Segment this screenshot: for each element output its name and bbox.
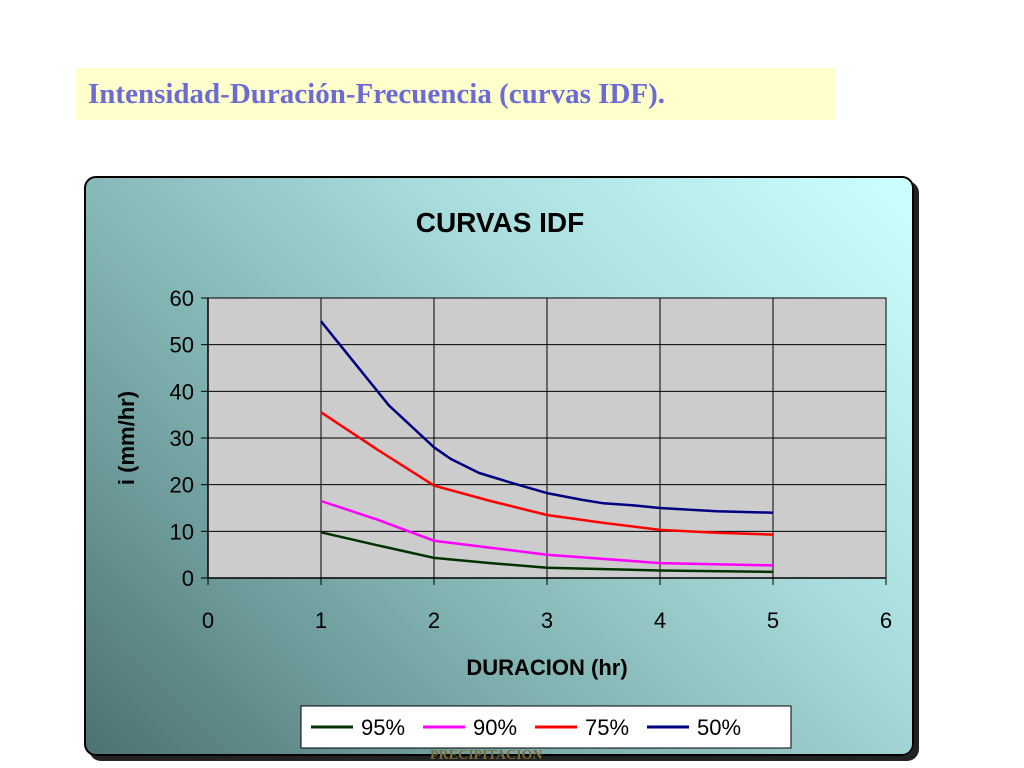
slide-title: Intensidad-Duración-Frecuencia (curvas I… (76, 68, 836, 120)
y-tick-label: 0 (182, 566, 194, 591)
series-lines (320, 320, 774, 574)
y-axis-label: i (mm/hr) (114, 391, 139, 485)
legend: 95% 90% 75% 50% (300, 705, 792, 749)
series-line-95pct (320, 531, 774, 574)
axes: 0 10 20 30 40 50 60 0 1 2 3 4 5 6 (170, 286, 893, 633)
legend-entry: 95% (361, 715, 405, 740)
chart-frame: CURVAS IDF 0 10 20 30 40 50 60 0 1 2 3 4 5 6 DURACION… (84, 176, 914, 756)
x-tick-label: 6 (880, 608, 892, 633)
y-tick-label: 30 (170, 426, 194, 451)
y-tick-label: 50 (170, 333, 194, 358)
series-line-75pct (320, 411, 774, 536)
footer-text: PRECIPITACION (430, 748, 543, 763)
x-tick-label: 2 (428, 608, 440, 633)
idf-chart: CURVAS IDF 0 10 20 30 40 50 60 0 1 2 3 4 5 6 DURACION… (114, 207, 893, 749)
y-tick-label: 60 (170, 286, 194, 311)
legend-entry: 50% (697, 715, 741, 740)
y-tick-label: 10 (170, 519, 194, 544)
chart-title: CURVAS IDF (416, 207, 585, 238)
legend-entry: 90% (473, 715, 517, 740)
x-axis-label: DURACION (hr) (466, 655, 627, 680)
y-tick-label: 40 (170, 379, 194, 404)
grid-lines (208, 297, 887, 578)
legend-entry: 75% (585, 715, 629, 740)
x-tick-label: 1 (315, 608, 327, 633)
x-tick-label: 5 (767, 608, 779, 633)
series-line-50pct (320, 320, 774, 514)
x-tick-label: 0 (202, 608, 214, 633)
x-tick-label: 4 (654, 608, 666, 633)
y-tick-label: 20 (170, 473, 194, 498)
series-line-90pct (320, 499, 774, 567)
x-tick-label: 3 (541, 608, 553, 633)
